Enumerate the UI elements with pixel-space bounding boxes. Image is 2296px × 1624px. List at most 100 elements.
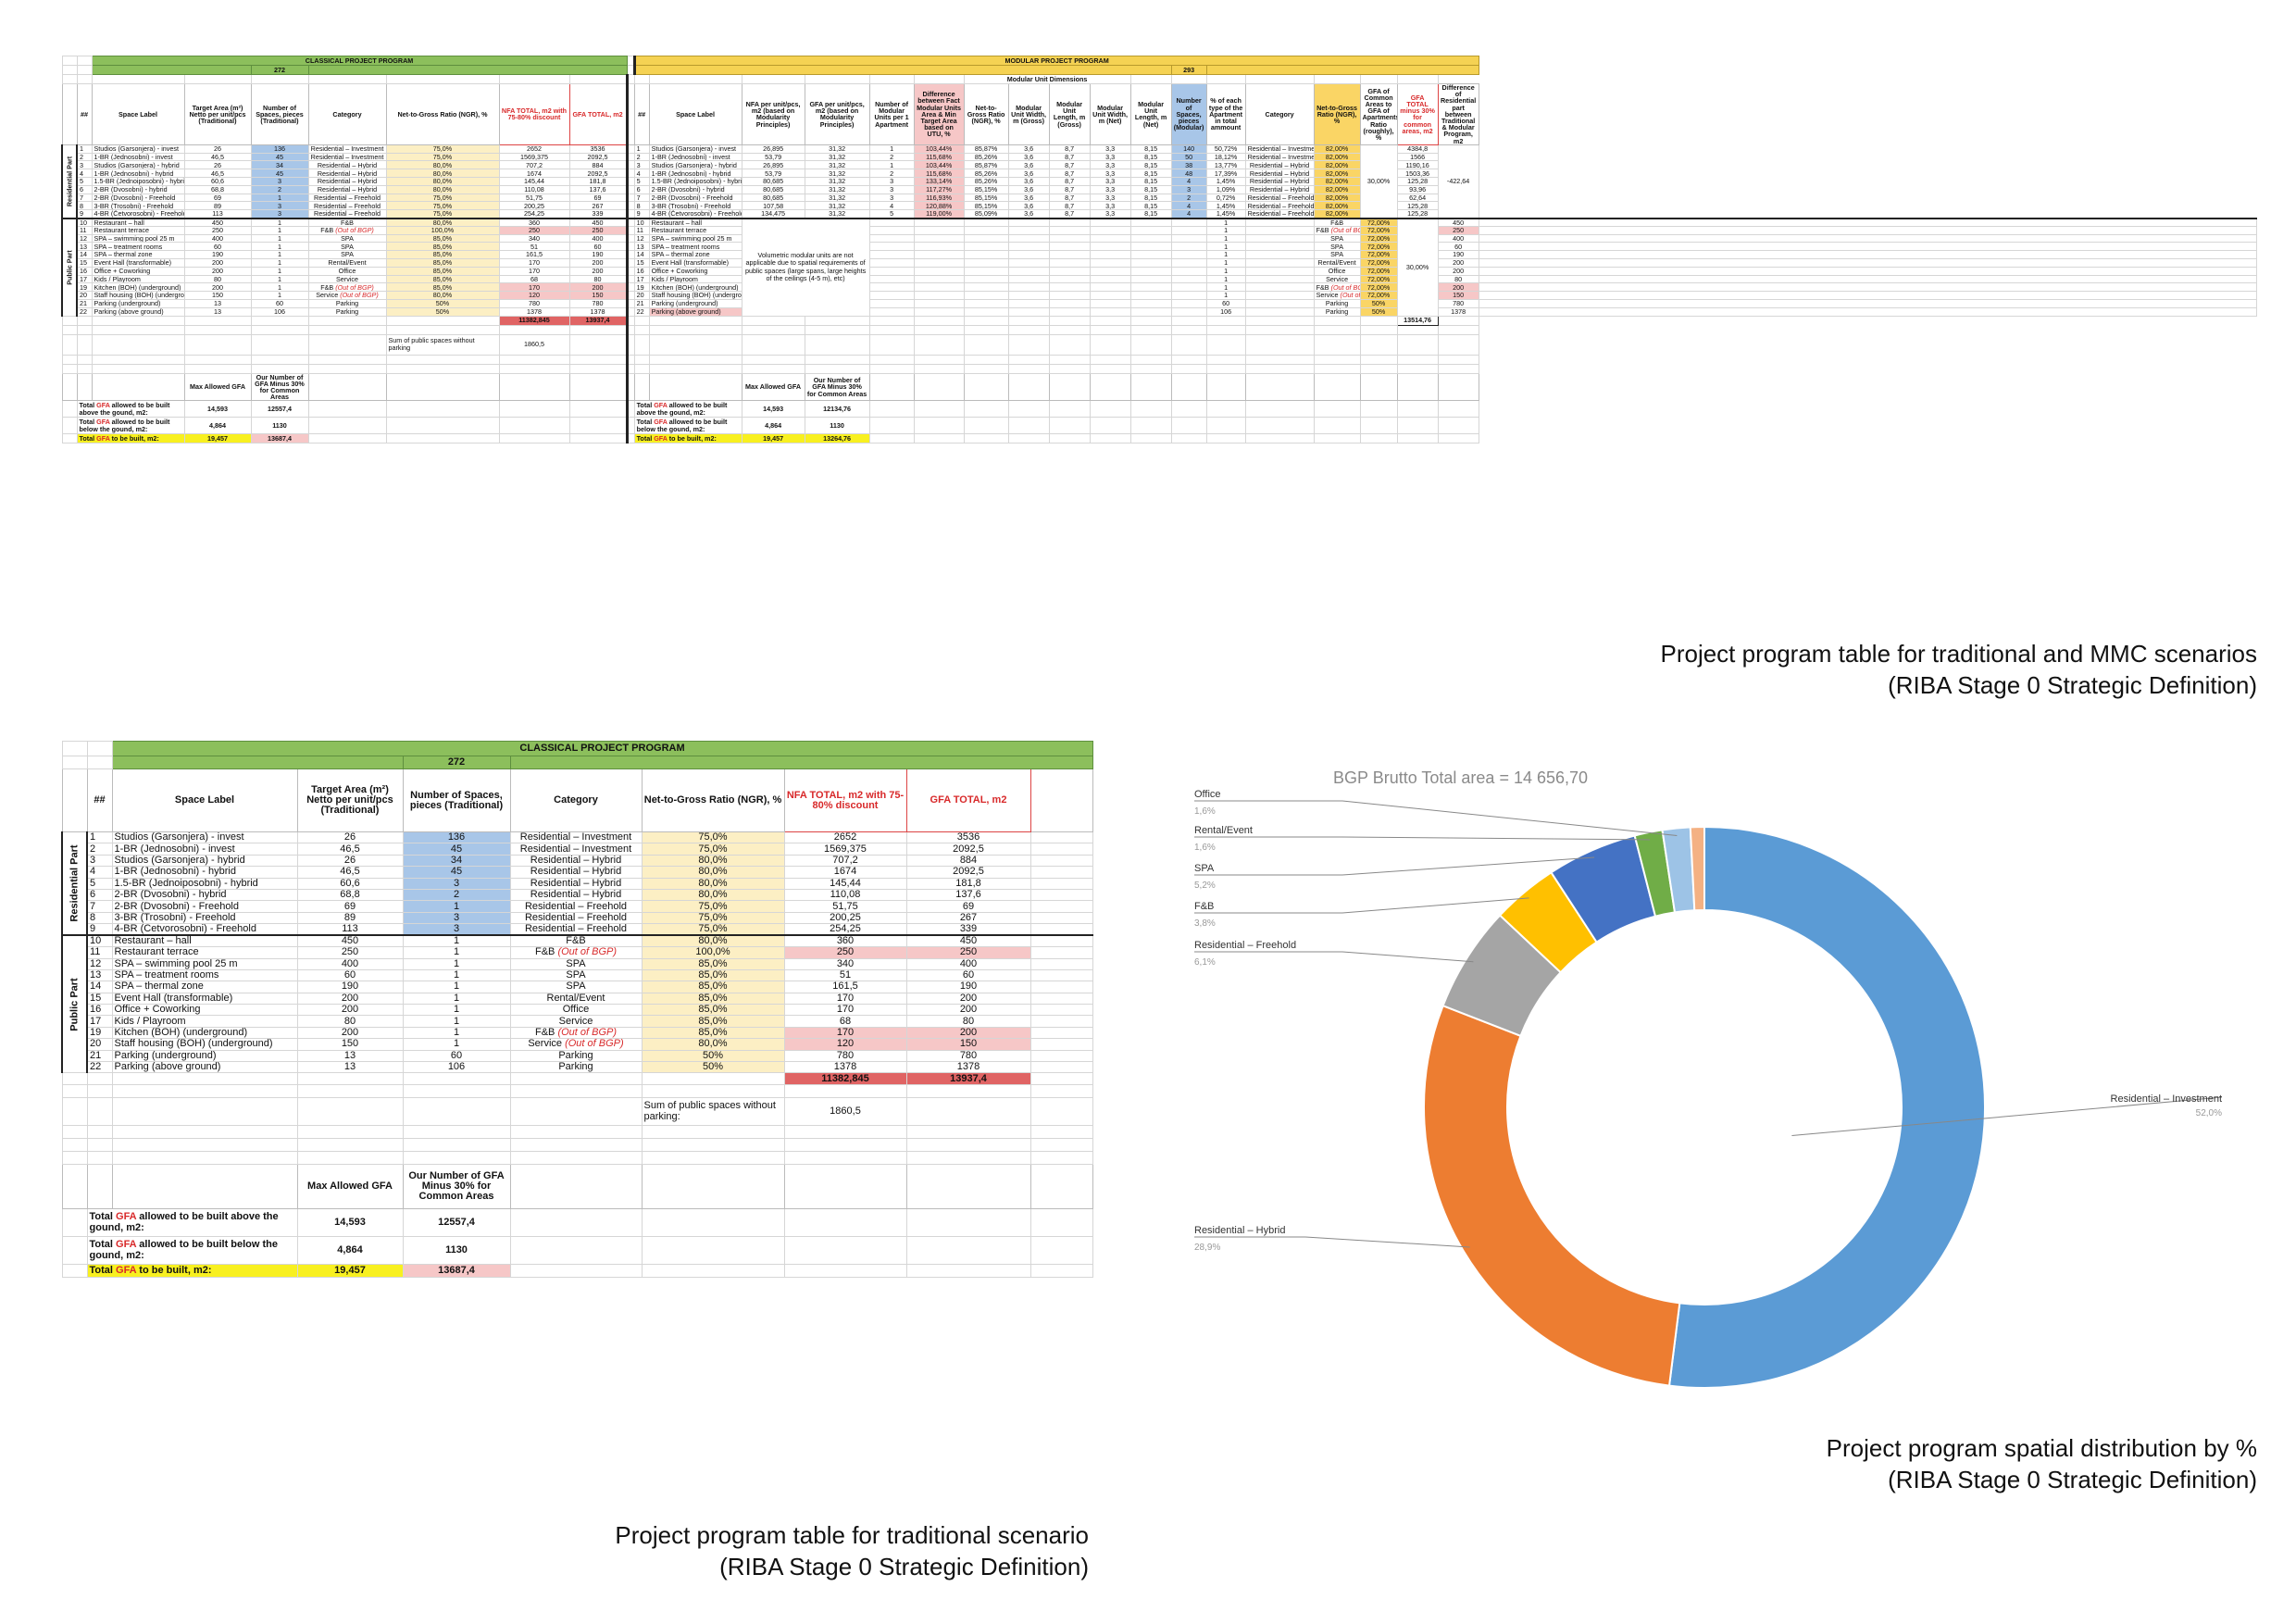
mod-row-number: 3 <box>633 160 650 170</box>
row-number: 20 <box>86 1038 113 1051</box>
empty-cell <box>783 1083 907 1098</box>
empty-cell <box>741 315 805 326</box>
empty-cell <box>626 242 635 252</box>
ngr-value: 75,0% <box>641 900 785 913</box>
row-number: 8 <box>76 201 93 211</box>
empty-cell <box>61 354 78 365</box>
number-of-spaces: 3 <box>402 923 511 936</box>
empty-cell <box>1359 333 1398 356</box>
empty-cell <box>783 1124 907 1139</box>
gfa-label: Total GFA to be built, m2: <box>86 1263 298 1278</box>
empty-cell <box>1089 315 1131 326</box>
slice-value: 1,6% <box>1194 806 1216 817</box>
empty-cell <box>1244 217 1315 227</box>
empty-cell <box>963 291 1009 300</box>
nfa-total: 200,25 <box>783 911 907 925</box>
empty-cell <box>1170 250 1207 259</box>
empty-cell <box>1396 372 1439 402</box>
empty-cell <box>1170 74 1207 84</box>
empty-cell <box>868 274 915 284</box>
empty-cell <box>913 266 965 276</box>
empty-cell <box>648 372 742 402</box>
empty-cell <box>1205 354 1246 365</box>
classical-title: CLASSICAL PROJECT PROGRAM <box>111 741 1093 756</box>
empty-cell <box>1029 1061 1093 1074</box>
category-text: F&B <box>320 226 334 235</box>
row-number: 11 <box>76 225 93 235</box>
empty-cell <box>1170 233 1207 244</box>
category: Residential – Freehold <box>509 923 643 936</box>
empty-cell <box>61 741 88 756</box>
top-mod-max-gfa: 14,593 <box>741 400 805 418</box>
ngr-value: 80,0% <box>385 160 500 170</box>
mod-length-net: 8,15 <box>1129 152 1172 162</box>
ngr-value: 75,0% <box>385 152 500 162</box>
mod-category: Residential – Investment <box>1244 152 1315 162</box>
mod-ngr2: 50% <box>1359 306 1398 317</box>
empty-cell <box>1478 233 2258 244</box>
ngr-value: 85,0% <box>641 1026 785 1040</box>
divider <box>568 333 629 356</box>
empty-cell <box>61 1163 88 1209</box>
empty-cell <box>1437 333 1479 356</box>
empty-cell <box>91 363 185 374</box>
row-number: 16 <box>86 1004 113 1017</box>
empty-cell <box>1129 217 1172 227</box>
gfa-total: 80 <box>905 1015 1031 1028</box>
empty-cell <box>1007 298 1050 308</box>
empty-cell <box>61 65 78 75</box>
ngr-value: 80,0% <box>641 877 785 890</box>
mod-gfa-total: 450 <box>1437 217 1479 227</box>
target-area: 150 <box>296 1038 404 1051</box>
empty-cell <box>1478 291 2258 300</box>
out-of-bgp-note: (Out of BGP) <box>1330 282 1360 292</box>
mod-row-number: 4 <box>633 169 650 179</box>
empty-cell <box>76 315 93 326</box>
number-of-spaces: 3 <box>250 177 309 186</box>
empty-cell <box>1205 315 1246 326</box>
space-label: Restaurant – hall <box>91 217 185 227</box>
ngr-value: 75,0% <box>385 201 500 211</box>
space-label: Kids / Playroom <box>111 1015 298 1028</box>
mod-gfa-total: 190 <box>1437 250 1479 259</box>
gfa-word: GFA <box>96 433 110 443</box>
mod-gfa-total: 400 <box>1437 233 1479 244</box>
mod-ngr2: 72,00% <box>1359 217 1398 227</box>
empty-cell <box>1007 257 1050 268</box>
slice-label: Office <box>1194 789 1221 800</box>
top-modular-title: MODULAR PROJECT PROGRAM <box>633 56 1479 66</box>
nfa-total: 340 <box>783 957 907 970</box>
empty-cell <box>1029 877 1093 890</box>
empty-cell <box>61 1083 88 1098</box>
mod-category: Residential – Investment <box>1244 144 1315 154</box>
mod-space-label: SPA – treatment rooms <box>648 242 742 252</box>
mod-ngr: 85,87% <box>963 160 1009 170</box>
nfa-total: 110,08 <box>783 888 907 902</box>
top-mod-header-wg: Modular Unit Width, m (Gross) <box>1007 83 1050 145</box>
empty-cell <box>913 250 965 259</box>
mod-length-gross: 8,7 <box>1048 184 1091 194</box>
empty-cell <box>1007 324 1050 335</box>
empty-cell <box>61 1150 88 1165</box>
empty-cell <box>61 74 78 84</box>
empty-cell <box>402 1072 511 1085</box>
top-header-nfa: NFA TOTAL, m2 with 75-80% discount <box>498 83 570 145</box>
category: SPA <box>307 242 387 252</box>
mod-gfa-total: 125,28 <box>1396 209 1439 219</box>
target-area: 250 <box>296 946 404 959</box>
empty-cell <box>1129 306 1172 317</box>
mod-space-label: Event Hall (transformable) <box>648 257 742 268</box>
mod-ngr2: 72,00% <box>1359 257 1398 268</box>
empty-cell <box>1205 417 1246 435</box>
nfa-total: 145,44 <box>783 877 907 890</box>
empty-cell <box>1129 363 1172 374</box>
caption-bottom-left: Project program table for traditional sc… <box>615 1520 1089 1583</box>
empty-cell <box>91 372 185 402</box>
space-label: SPA – thermal zone <box>91 250 185 259</box>
top-mod-header-gfa: GFA per unit/pcs, m2 (based on Modularit… <box>804 83 870 145</box>
ngr-value: 75,0% <box>385 144 500 154</box>
mod-length-gross: 8,7 <box>1048 209 1091 219</box>
mod-gfa: 31,32 <box>804 144 870 154</box>
empty-cell <box>868 400 915 418</box>
nfa-total: 51 <box>498 242 570 252</box>
